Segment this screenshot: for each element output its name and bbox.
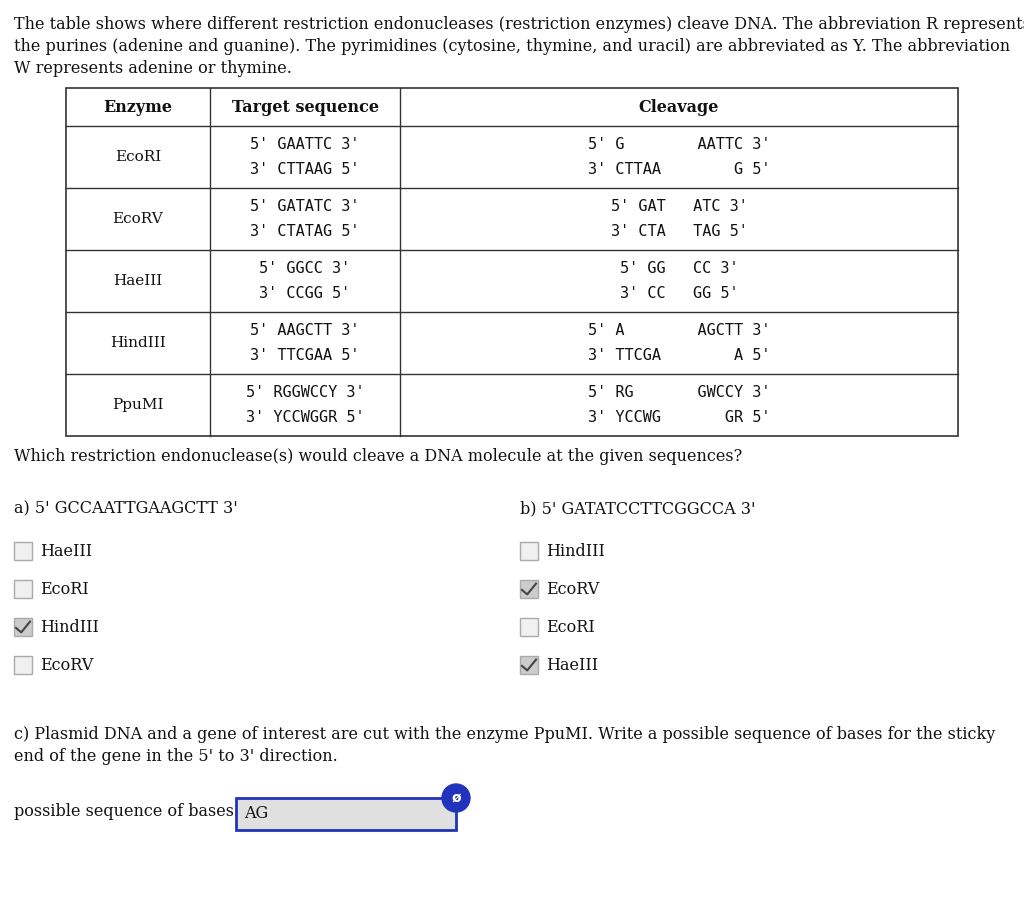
Text: W represents adenine or thymine.: W represents adenine or thymine. <box>14 60 292 77</box>
Text: HindIII: HindIII <box>40 618 99 635</box>
Text: 5' GAT   ATC 3': 5' GAT ATC 3' <box>610 199 748 214</box>
Bar <box>520 580 538 598</box>
Text: EcoRI: EcoRI <box>40 580 89 598</box>
Text: Enzyme: Enzyme <box>103 98 172 116</box>
Text: Cleavage: Cleavage <box>639 98 719 116</box>
Text: EcoRV: EcoRV <box>113 212 164 226</box>
Text: 3' CTTAAG 5': 3' CTTAAG 5' <box>250 162 359 177</box>
Text: 3' CCGG 5': 3' CCGG 5' <box>259 286 350 301</box>
Text: Which restriction endonuclease(s) would cleave a DNA molecule at the given seque: Which restriction endonuclease(s) would … <box>14 448 742 465</box>
Text: 5' GG   CC 3': 5' GG CC 3' <box>620 261 738 276</box>
Text: c) Plasmid DNA and a gene of interest are cut with the enzyme PpuMI. Write a pos: c) Plasmid DNA and a gene of interest ar… <box>14 726 995 743</box>
Bar <box>520 542 538 560</box>
Bar <box>520 618 538 636</box>
Text: HindIII: HindIII <box>111 336 166 350</box>
Text: EcoRI: EcoRI <box>546 618 595 635</box>
Text: 3' CTA   TAG 5': 3' CTA TAG 5' <box>610 224 748 239</box>
Text: b) 5' GATATCCTTCGGCCA 3': b) 5' GATATCCTTCGGCCA 3' <box>520 500 756 517</box>
Bar <box>14 656 32 674</box>
Text: 3' YCCWGGR 5': 3' YCCWGGR 5' <box>246 410 365 425</box>
Text: 3' CTTAA        G 5': 3' CTTAA G 5' <box>588 162 770 177</box>
Text: end of the gene in the 5' to 3' direction.: end of the gene in the 5' to 3' directio… <box>14 748 338 765</box>
Text: 5' RGGWCCY 3': 5' RGGWCCY 3' <box>246 385 365 400</box>
Text: EcoRI: EcoRI <box>115 150 161 164</box>
Bar <box>14 580 32 598</box>
Bar <box>236 798 456 830</box>
Bar <box>66 88 958 436</box>
Bar <box>14 542 32 560</box>
Text: a) 5' GCCAATTGAAGCTT 3': a) 5' GCCAATTGAAGCTT 3' <box>14 500 238 517</box>
Text: HindIII: HindIII <box>546 543 605 559</box>
Text: 5' RG       GWCCY 3': 5' RG GWCCY 3' <box>588 385 770 400</box>
Text: AG: AG <box>244 805 268 823</box>
Text: 5' GAATTC 3': 5' GAATTC 3' <box>250 138 359 152</box>
Text: HaeIII: HaeIII <box>546 657 598 673</box>
Text: 3' TTCGAA 5': 3' TTCGAA 5' <box>250 348 359 363</box>
Text: 5' AAGCTT 3': 5' AAGCTT 3' <box>250 323 359 338</box>
Bar <box>520 656 538 674</box>
Text: 3' TTCGA        A 5': 3' TTCGA A 5' <box>588 348 770 363</box>
Bar <box>14 618 32 636</box>
Text: HaeIII: HaeIII <box>40 543 92 559</box>
Text: 5' GGCC 3': 5' GGCC 3' <box>259 261 350 276</box>
Text: PpuMI: PpuMI <box>113 398 164 412</box>
Text: the purines (adenine and guanine). The pyrimidines (cytosine, thymine, and uraci: the purines (adenine and guanine). The p… <box>14 38 1010 55</box>
Text: EcoRV: EcoRV <box>546 580 599 598</box>
Text: 5' GATATC 3': 5' GATATC 3' <box>250 199 359 214</box>
Text: 3' CTATAG 5': 3' CTATAG 5' <box>250 224 359 239</box>
Text: 5' G        AATTC 3': 5' G AATTC 3' <box>588 138 770 152</box>
Text: The table shows where different restriction endonucleases (restriction enzymes) : The table shows where different restrict… <box>14 16 1024 33</box>
Circle shape <box>442 784 470 812</box>
Text: ø: ø <box>452 791 461 805</box>
Text: EcoRV: EcoRV <box>40 657 93 673</box>
Text: 3' CC   GG 5': 3' CC GG 5' <box>620 286 738 301</box>
Text: HaeIII: HaeIII <box>114 274 163 288</box>
Text: 5' A        AGCTT 3': 5' A AGCTT 3' <box>588 323 770 338</box>
Text: Target sequence: Target sequence <box>231 98 379 116</box>
Text: possible sequence of bases:: possible sequence of bases: <box>14 803 240 821</box>
Text: 3' YCCWG       GR 5': 3' YCCWG GR 5' <box>588 410 770 425</box>
